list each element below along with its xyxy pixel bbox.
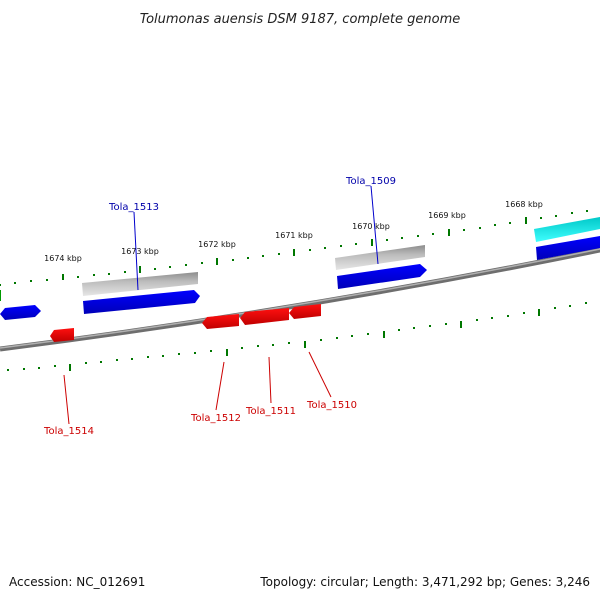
gene-tola-1509[interactable] — [337, 264, 427, 289]
leader-tola-1509 — [370, 185, 379, 265]
gene-tola-1510[interactable] — [289, 304, 321, 319]
kbp-label-1673: 1673 kbp — [121, 247, 159, 256]
genome-backbone — [0, 247, 600, 352]
gene-tola-1513[interactable] — [83, 290, 200, 314]
leader-tola-1512 — [215, 361, 225, 411]
forward-tick-track — [0, 210, 588, 286]
kbp-label-1669: 1669 kbp — [428, 211, 466, 220]
leader-tola-1511 — [268, 356, 272, 404]
genome-backbone-highlight — [0, 248, 600, 349]
kbp-label-1672: 1672 kbp — [198, 240, 236, 249]
gene-label-tola-1513: Tola_1513 — [108, 202, 159, 213]
kbp-label-1668: 1668 kbp — [505, 200, 543, 209]
gene-label-tola-1514: Tola_1514 — [43, 426, 94, 437]
gene-tola-1511[interactable] — [240, 308, 289, 325]
gene-label-tola-1510: Tola_1510 — [306, 400, 357, 411]
diagram-title: Tolumonas auensis DSM 9187, complete gen… — [140, 12, 461, 27]
gene-tola-1512[interactable] — [202, 314, 239, 329]
reverse-tick-track — [7, 302, 587, 371]
leader-lines — [63, 185, 379, 425]
genome-stats-text: Topology: circular; Length: 3,471,292 bp… — [259, 575, 590, 589]
gene-cyan[interactable] — [534, 217, 600, 242]
accession-text: Accession: NC_012691 — [9, 575, 145, 589]
gene-label-tola-1511: Tola_1511 — [245, 406, 296, 417]
gene-label-tola-1512: Tola_1512 — [190, 413, 241, 424]
leader-tola-1510 — [308, 351, 332, 398]
leader-tola-1513 — [133, 211, 139, 291]
kbp-label-1670: 1670 kbp — [352, 222, 390, 231]
gene-blue-left[interactable] — [0, 305, 41, 320]
gene-gray-1670[interactable] — [335, 245, 425, 270]
leader-tola-1514 — [63, 374, 70, 425]
gene-tola-1514[interactable] — [50, 328, 74, 342]
gene-blue-right[interactable] — [536, 236, 600, 260]
kbp-label-1671: 1671 kbp — [275, 231, 313, 240]
gene-gray-1673[interactable] — [82, 272, 198, 296]
kbp-label-1674: 1674 kbp — [44, 254, 82, 263]
gene-label-tola-1509: Tola_1509 — [345, 176, 396, 187]
